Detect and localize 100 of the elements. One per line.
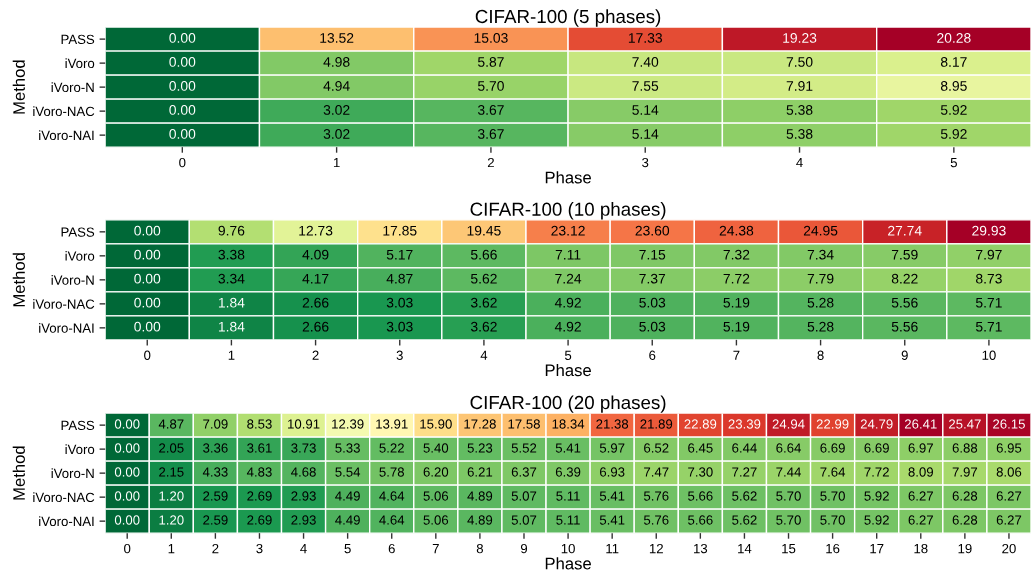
data-label: 0.00 — [114, 515, 140, 525]
data-label: 6.27 — [996, 491, 1022, 501]
data-label: 5.71 — [975, 297, 1002, 308]
data-label: 6.21 — [467, 467, 493, 477]
data-label: 7.55 — [632, 81, 659, 91]
data-label: 25.47 — [949, 419, 981, 429]
x-tick-label: 0 — [179, 157, 186, 168]
x-tick-label: 17 — [870, 544, 884, 554]
data-label: 0.00 — [114, 467, 140, 477]
data-label: 7.44 — [776, 467, 801, 477]
data-label: 4.17 — [302, 273, 329, 284]
x-axis-title: Phase — [545, 171, 591, 184]
x-tick-label: 10 — [982, 350, 996, 360]
data-label: 5.22 — [379, 443, 404, 453]
data-label: 22.89 — [684, 419, 717, 429]
x-tick-label: 5 — [564, 350, 572, 360]
y-tick-label: PASS — [61, 227, 95, 237]
data-label: 6.44 — [732, 443, 757, 453]
x-tick-label: 4 — [796, 158, 803, 168]
data-label: 0.00 — [134, 321, 161, 332]
data-label: 27.74 — [888, 225, 922, 236]
data-label: 7.09 — [203, 419, 228, 429]
data-label: 6.52 — [644, 443, 669, 453]
data-label: 3.73 — [291, 443, 316, 453]
x-tick-label: 5 — [344, 544, 351, 554]
data-label: 2.15 — [159, 467, 184, 477]
data-label: 7.40 — [632, 57, 659, 67]
data-label: 4.64 — [379, 491, 405, 501]
data-label: 5.78 — [379, 467, 404, 477]
data-label: 15.03 — [474, 33, 508, 43]
x-tick-label: 14 — [738, 544, 752, 554]
data-label: 1.84 — [218, 321, 245, 332]
data-label: 10.91 — [288, 419, 320, 429]
data-label: 0.00 — [169, 129, 196, 139]
data-label: 5.38 — [786, 129, 813, 139]
data-label: 19.45 — [467, 225, 501, 236]
data-label: 5.92 — [864, 491, 889, 501]
data-label: 5.14 — [632, 129, 659, 139]
data-label: 5.56 — [891, 321, 918, 332]
x-tick-label: 6 — [649, 350, 656, 360]
y-axis-title: Method — [12, 60, 25, 114]
data-label: 5.38 — [786, 105, 813, 115]
x-tick-label: 6 — [388, 543, 395, 554]
data-label: 6.69 — [864, 443, 889, 453]
data-label: 7.97 — [952, 467, 978, 477]
data-label: 0.00 — [134, 297, 161, 308]
data-label: 5.76 — [643, 515, 669, 525]
data-label: 17.33 — [628, 33, 662, 43]
data-label: 4.98 — [323, 57, 350, 67]
x-tick-label: 5 — [950, 158, 957, 168]
y-tick-label: iVoro-N — [51, 82, 94, 93]
data-label: 5.66 — [688, 515, 713, 525]
x-tick-label: 11 — [606, 544, 619, 554]
data-label: 5.40 — [423, 443, 449, 453]
data-label: 5.07 — [511, 491, 537, 501]
data-label: 5.52 — [511, 443, 537, 453]
data-label: 7.79 — [807, 273, 834, 284]
data-label: 4.89 — [467, 515, 493, 525]
y-axis-title: Method — [12, 446, 25, 500]
data-label: 4.92 — [554, 297, 581, 308]
data-label: 29.93 — [972, 225, 1006, 236]
data-label: 1.20 — [159, 491, 184, 501]
data-label: 5.70 — [820, 515, 845, 525]
data-label: 5.76 — [643, 491, 669, 501]
data-label: 3.62 — [470, 297, 497, 308]
data-label: 24.95 — [803, 225, 838, 236]
data-label: 5.92 — [864, 515, 889, 525]
data-label: 6.28 — [952, 515, 978, 525]
y-axis-title: Method — [12, 253, 25, 307]
x-tick-label: 2 — [487, 157, 494, 168]
data-label: 5.11 — [556, 515, 580, 525]
data-label: 3.36 — [203, 443, 228, 453]
y-tick-label: iVoro-NAI — [39, 323, 94, 333]
data-label: 5.62 — [470, 273, 497, 284]
chart-title: CIFAR-100 (20 phases) — [470, 395, 666, 413]
x-tick-label: 4 — [300, 544, 307, 554]
data-label: 8.95 — [940, 81, 967, 91]
data-label: 8.73 — [976, 273, 1002, 284]
data-label: 8.06 — [996, 467, 1022, 477]
data-label: 6.28 — [952, 491, 978, 501]
x-tick-label: 16 — [826, 543, 840, 554]
data-label: 12.73 — [299, 225, 333, 236]
y-tick-label: iVoro-NAC — [33, 492, 95, 503]
data-label: 17.85 — [383, 225, 417, 236]
data-label: 0.00 — [134, 249, 161, 260]
data-label: 2.66 — [302, 297, 329, 308]
data-label: 4.92 — [554, 321, 581, 332]
data-label: 5.11 — [556, 491, 580, 501]
data-label: 5.06 — [423, 515, 449, 525]
data-label: 1.20 — [159, 515, 184, 525]
y-tick-label: iVoro-NAC — [33, 299, 95, 309]
x-tick-label: 3 — [396, 350, 403, 360]
data-label: 5.14 — [632, 105, 659, 115]
data-label: 5.70 — [477, 81, 504, 91]
data-label: 5.41 — [599, 491, 625, 501]
data-label: 0.00 — [134, 273, 161, 284]
data-label: 9.76 — [218, 225, 245, 236]
data-label: 7.59 — [891, 249, 918, 260]
data-label: 12.39 — [332, 419, 364, 429]
x-tick-label: 9 — [520, 543, 528, 554]
